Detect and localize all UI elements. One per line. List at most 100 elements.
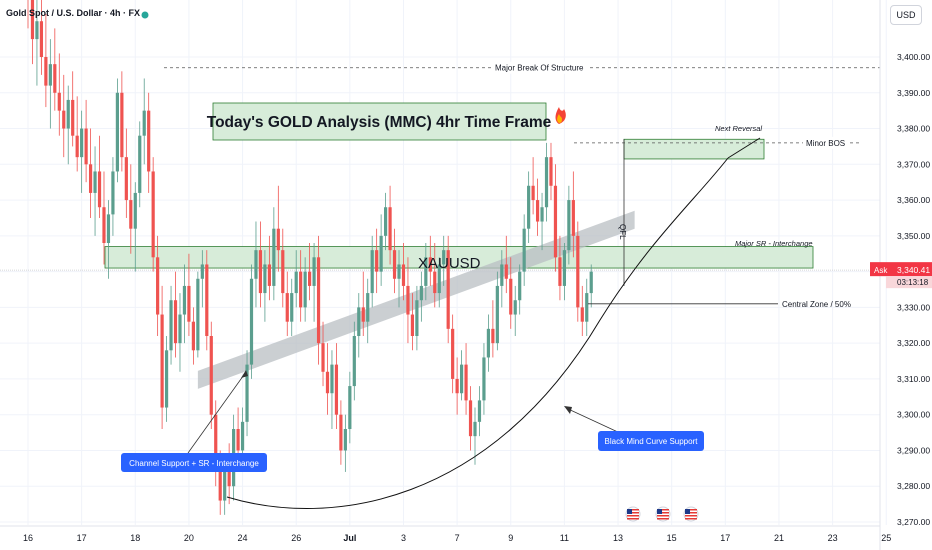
candle xyxy=(500,264,504,286)
minor-bos-label-bg xyxy=(803,136,849,149)
candle xyxy=(249,278,254,365)
currency-button[interactable]: USD xyxy=(890,5,922,25)
candle xyxy=(173,300,178,344)
x-tick-label: 16 xyxy=(23,533,33,543)
candle xyxy=(240,421,245,451)
candle xyxy=(522,228,526,272)
candle xyxy=(129,200,133,229)
candle xyxy=(151,171,155,258)
next-reversal-label: Next Reversal xyxy=(715,124,762,133)
candle xyxy=(53,64,57,93)
candle xyxy=(397,264,401,279)
candle xyxy=(527,185,531,229)
candle xyxy=(57,92,61,111)
candle xyxy=(223,471,227,501)
candle xyxy=(147,110,151,172)
title-box xyxy=(212,102,547,141)
qfl-label: QFL xyxy=(618,224,627,240)
candle xyxy=(361,307,365,322)
candle xyxy=(343,429,347,451)
candle xyxy=(115,92,119,172)
candle xyxy=(80,128,84,158)
x-tick-label: 13 xyxy=(613,533,623,543)
us-flag-stripe xyxy=(657,518,669,520)
fire-icon xyxy=(555,107,566,124)
candle xyxy=(495,285,499,344)
candle xyxy=(482,357,486,401)
candle xyxy=(562,250,566,286)
price-badge-value: 3,340.41 xyxy=(897,265,930,275)
candle xyxy=(330,364,334,394)
y-tick-label: 3,310.00 xyxy=(897,374,930,384)
candle xyxy=(218,471,222,501)
candle xyxy=(388,207,392,251)
candle xyxy=(97,171,102,208)
curve-arrow-head xyxy=(564,406,572,414)
candle xyxy=(227,471,231,487)
candle xyxy=(491,328,495,344)
major-bos-label-bg xyxy=(492,61,590,74)
candle xyxy=(205,264,209,336)
candle xyxy=(285,293,289,322)
candle xyxy=(437,264,441,294)
candle xyxy=(84,128,88,165)
candle xyxy=(428,257,432,272)
channel-support-label: Channel Support + SR - Interchange xyxy=(129,459,259,468)
curve-support-callout xyxy=(598,431,704,451)
candle xyxy=(182,285,187,315)
us-flag-stripe xyxy=(657,512,669,514)
candle xyxy=(589,271,593,294)
candle xyxy=(464,364,468,401)
candle xyxy=(384,207,388,236)
y-tick-label: 3,380.00 xyxy=(897,124,930,134)
candle xyxy=(106,214,111,243)
candle xyxy=(549,157,553,186)
x-tick-label: 23 xyxy=(828,533,838,543)
candle xyxy=(142,110,146,136)
annotations: Major Break Of Structure Minor BOS Next Re… xyxy=(121,61,880,522)
candle xyxy=(156,257,160,315)
x-tick-label: 25 xyxy=(881,533,891,543)
candle xyxy=(459,364,464,394)
candle xyxy=(410,314,415,336)
candle xyxy=(375,250,379,272)
y-tick-label: 3,290.00 xyxy=(897,445,930,455)
curve-support-label: Black Mind Curve Support xyxy=(605,437,699,446)
candle xyxy=(334,364,339,415)
candle xyxy=(576,235,580,308)
x-tick-label: Jul xyxy=(343,533,356,543)
us-flag-stripe xyxy=(657,509,669,511)
candle xyxy=(88,164,93,193)
us-flag-stripe xyxy=(685,518,697,520)
candle xyxy=(290,293,294,322)
us-flag-canton xyxy=(685,509,690,514)
candle xyxy=(120,92,124,158)
symbol-title[interactable]: Gold Spot / U.S. Dollar · 4h · FX xyxy=(6,8,141,18)
candle xyxy=(138,135,142,193)
us-flag-stripe xyxy=(657,515,669,517)
y-tick-label: 3,320.00 xyxy=(897,338,930,348)
y-tick-label: 3,360.00 xyxy=(897,195,930,205)
candle xyxy=(348,386,352,429)
candle xyxy=(442,250,446,265)
candle xyxy=(48,64,52,86)
candle xyxy=(196,278,200,351)
candle xyxy=(392,250,397,279)
candle xyxy=(580,307,584,322)
candle xyxy=(321,343,325,372)
us-flag-stripe xyxy=(627,518,639,520)
candle xyxy=(518,271,522,301)
candle xyxy=(325,371,330,394)
chart-title: Today's GOLD Analysis (MMC) 4hr Time Fra… xyxy=(207,114,552,131)
candle xyxy=(509,278,513,315)
candle xyxy=(160,314,164,408)
candle xyxy=(35,21,39,40)
candle xyxy=(62,110,66,129)
curve-support-tail xyxy=(727,137,761,159)
us-flag-stripe xyxy=(627,509,639,511)
countdown-badge xyxy=(886,276,932,289)
candle xyxy=(39,21,44,57)
channel-arrow-head xyxy=(241,370,248,378)
